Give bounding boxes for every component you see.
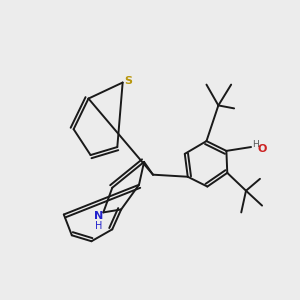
- Text: H: H: [253, 140, 259, 148]
- Text: O: O: [258, 143, 267, 154]
- Text: H: H: [95, 221, 103, 231]
- Text: N: N: [94, 211, 104, 221]
- Text: S: S: [124, 76, 132, 86]
